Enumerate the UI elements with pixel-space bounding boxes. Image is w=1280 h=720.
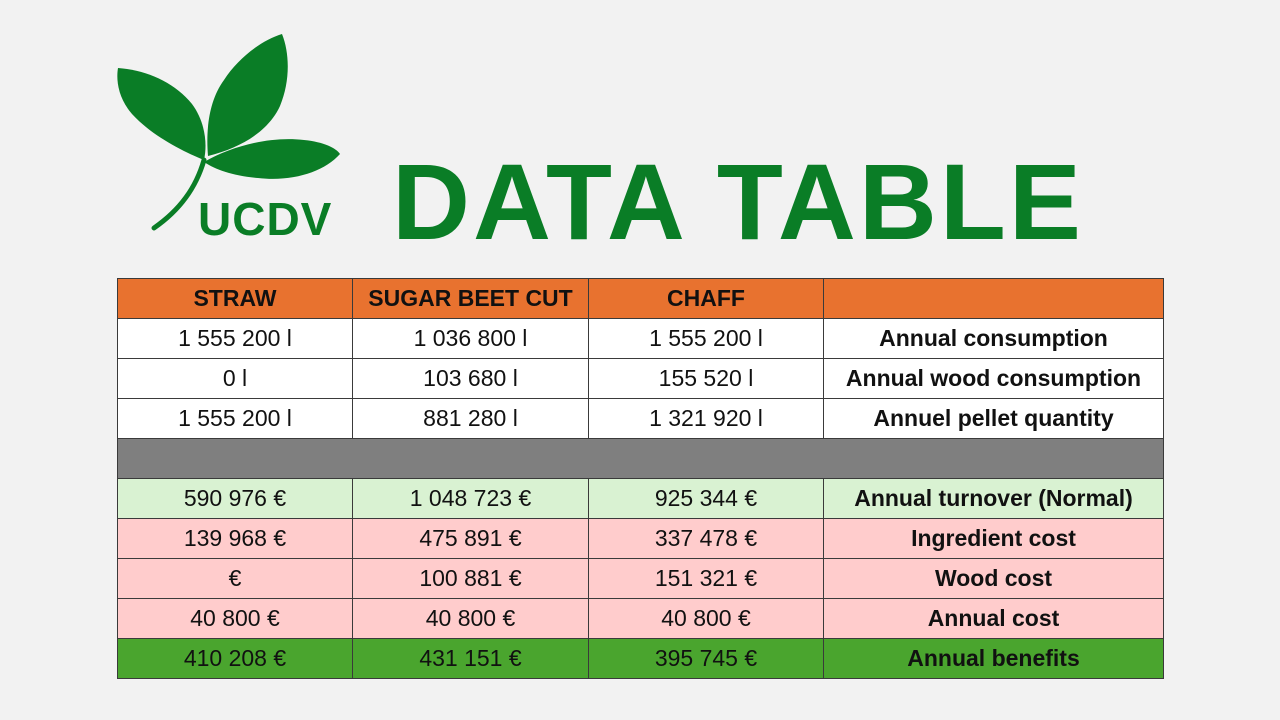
row-label: Annual turnover (Normal) bbox=[823, 478, 1164, 519]
table-row: € 100 881 € 151 321 € Wood cost bbox=[117, 558, 1164, 599]
row-label: Annuel pellet quantity bbox=[823, 398, 1164, 439]
cell-straw: 0 l bbox=[117, 358, 353, 399]
cell-chaff: 395 745 € bbox=[588, 638, 824, 679]
table-row: 1 555 200 l 881 280 l 1 321 920 l Annuel… bbox=[117, 398, 1164, 439]
header-chaff: CHAFF bbox=[588, 278, 824, 319]
cell-straw: 1 555 200 l bbox=[117, 318, 353, 359]
cell-sugar-beet-cut: 881 280 l bbox=[352, 398, 589, 439]
separator-row bbox=[117, 438, 1164, 479]
cell-chaff: 337 478 € bbox=[588, 518, 824, 559]
cell-chaff: 1 555 200 l bbox=[588, 318, 824, 359]
cell-sugar-beet-cut: 475 891 € bbox=[352, 518, 589, 559]
data-table: STRAW SUGAR BEET CUT CHAFF 1 555 200 l 1… bbox=[117, 278, 1164, 679]
cell-straw: € bbox=[117, 558, 353, 599]
cell-straw: 410 208 € bbox=[117, 638, 353, 679]
table-row: 40 800 € 40 800 € 40 800 € Annual cost bbox=[117, 598, 1164, 639]
cell-chaff: 40 800 € bbox=[588, 598, 824, 639]
cell-straw: 1 555 200 l bbox=[117, 398, 353, 439]
row-label: Annual cost bbox=[823, 598, 1164, 639]
cell-straw: 139 968 € bbox=[117, 518, 353, 559]
row-label: Annual wood consumption bbox=[823, 358, 1164, 399]
cell-sugar-beet-cut: 100 881 € bbox=[352, 558, 589, 599]
header-straw: STRAW bbox=[117, 278, 353, 319]
cell-sugar-beet-cut: 40 800 € bbox=[352, 598, 589, 639]
header-label bbox=[823, 278, 1164, 319]
cell-chaff: 1 321 920 l bbox=[588, 398, 824, 439]
page-title: DATA TABLE bbox=[392, 141, 1084, 262]
cell-sugar-beet-cut: 431 151 € bbox=[352, 638, 589, 679]
table-row: 0 l 103 680 l 155 520 l Annual wood cons… bbox=[117, 358, 1164, 399]
row-label: Annual consumption bbox=[823, 318, 1164, 359]
cell-straw: 40 800 € bbox=[117, 598, 353, 639]
row-label: Annual benefits bbox=[823, 638, 1164, 679]
table-row: 139 968 € 475 891 € 337 478 € Ingredient… bbox=[117, 518, 1164, 559]
table-row: 410 208 € 431 151 € 395 745 € Annual ben… bbox=[117, 638, 1164, 679]
separator-cell bbox=[117, 438, 1164, 479]
cell-sugar-beet-cut: 103 680 l bbox=[352, 358, 589, 399]
cell-straw: 590 976 € bbox=[117, 478, 353, 519]
cell-sugar-beet-cut: 1 036 800 l bbox=[352, 318, 589, 359]
table-row: 1 555 200 l 1 036 800 l 1 555 200 l Annu… bbox=[117, 318, 1164, 359]
row-label: Wood cost bbox=[823, 558, 1164, 599]
ucdv-logo: UCDV bbox=[112, 28, 344, 250]
cell-sugar-beet-cut: 1 048 723 € bbox=[352, 478, 589, 519]
cell-chaff: 151 321 € bbox=[588, 558, 824, 599]
table-header-row: STRAW SUGAR BEET CUT CHAFF bbox=[117, 278, 1164, 319]
cell-chaff: 155 520 l bbox=[588, 358, 824, 399]
logo-text: UCDV bbox=[198, 193, 333, 245]
cell-chaff: 925 344 € bbox=[588, 478, 824, 519]
header-sugar-beet-cut: SUGAR BEET CUT bbox=[352, 278, 589, 319]
row-label: Ingredient cost bbox=[823, 518, 1164, 559]
three-leaf-sprout-icon bbox=[117, 34, 340, 231]
table-row: 590 976 € 1 048 723 € 925 344 € Annual t… bbox=[117, 478, 1164, 519]
